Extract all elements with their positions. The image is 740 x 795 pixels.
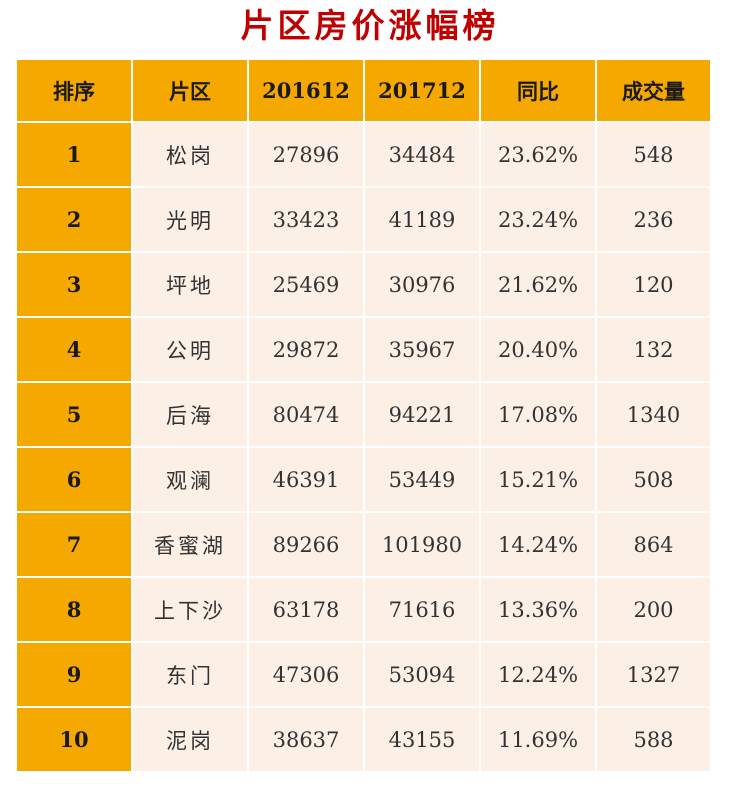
price-201612-cell: 63178 [249, 578, 363, 641]
volume-cell: 200 [597, 578, 710, 641]
price-201612-cell: 47306 [249, 643, 363, 706]
volume-cell: 120 [597, 253, 710, 316]
table-row: 4 公明 29872 35967 20.40% 132 [17, 318, 710, 381]
table-header-row: 排序 片区 201612 201712 同比 成交量 [17, 60, 710, 121]
yoy-cell: 17.08% [481, 383, 595, 446]
yoy-cell: 23.24% [481, 188, 595, 251]
table-row: 7 香蜜湖 89266 101980 14.24% 864 [17, 513, 710, 576]
area-cell: 公明 [133, 318, 247, 381]
area-cell: 松岗 [133, 123, 247, 186]
volume-cell: 508 [597, 448, 710, 511]
table-row: 8 上下沙 63178 71616 13.36% 200 [17, 578, 710, 641]
area-cell: 后海 [133, 383, 247, 446]
table-row: 6 观澜 46391 53449 15.21% 508 [17, 448, 710, 511]
rank-cell: 6 [17, 448, 131, 511]
header-yoy: 同比 [481, 60, 595, 121]
volume-cell: 1340 [597, 383, 710, 446]
area-cell: 泥岗 [133, 708, 247, 771]
price-201712-cell: 53094 [365, 643, 479, 706]
table-row: 9 东门 47306 53094 12.24% 1327 [17, 643, 710, 706]
price-201712-cell: 53449 [365, 448, 479, 511]
rank-cell: 4 [17, 318, 131, 381]
rank-cell: 7 [17, 513, 131, 576]
price-201712-cell: 34484 [365, 123, 479, 186]
header-rank: 排序 [17, 60, 131, 121]
area-cell: 观澜 [133, 448, 247, 511]
table-row: 10 泥岗 38637 43155 11.69% 588 [17, 708, 710, 771]
price-201712-cell: 71616 [365, 578, 479, 641]
rank-cell: 10 [17, 708, 131, 771]
table-row: 1 松岗 27896 34484 23.62% 548 [17, 123, 710, 186]
yoy-cell: 15.21% [481, 448, 595, 511]
price-201612-cell: 25469 [249, 253, 363, 316]
header-price-201612: 201612 [249, 60, 363, 121]
yoy-cell: 20.40% [481, 318, 595, 381]
volume-cell: 132 [597, 318, 710, 381]
volume-cell: 588 [597, 708, 710, 771]
yoy-cell: 23.62% [481, 123, 595, 186]
price-201612-cell: 46391 [249, 448, 363, 511]
yoy-cell: 11.69% [481, 708, 595, 771]
rank-cell: 8 [17, 578, 131, 641]
rank-cell: 3 [17, 253, 131, 316]
volume-cell: 1327 [597, 643, 710, 706]
price-201712-cell: 43155 [365, 708, 479, 771]
rank-cell: 5 [17, 383, 131, 446]
yoy-cell: 21.62% [481, 253, 595, 316]
area-cell: 香蜜湖 [133, 513, 247, 576]
header-area: 片区 [133, 60, 247, 121]
price-rank-table: 排序 片区 201612 201712 同比 成交量 1 松岗 27896 34… [15, 58, 712, 773]
price-201612-cell: 27896 [249, 123, 363, 186]
price-201612-cell: 89266 [249, 513, 363, 576]
table-row: 5 后海 80474 94221 17.08% 1340 [17, 383, 710, 446]
area-cell: 东门 [133, 643, 247, 706]
price-201712-cell: 101980 [365, 513, 479, 576]
area-cell: 坪地 [133, 253, 247, 316]
table-row: 2 光明 33423 41189 23.24% 236 [17, 188, 710, 251]
page-title: 片区房价涨幅榜 [240, 6, 500, 45]
yoy-cell: 14.24% [481, 513, 595, 576]
price-201712-cell: 94221 [365, 383, 479, 446]
price-201612-cell: 33423 [249, 188, 363, 251]
price-201612-cell: 38637 [249, 708, 363, 771]
price-201712-cell: 35967 [365, 318, 479, 381]
area-cell: 上下沙 [133, 578, 247, 641]
volume-cell: 548 [597, 123, 710, 186]
header-volume: 成交量 [597, 60, 710, 121]
yoy-cell: 13.36% [481, 578, 595, 641]
rank-cell: 1 [17, 123, 131, 186]
area-cell: 光明 [133, 188, 247, 251]
price-201612-cell: 80474 [249, 383, 363, 446]
header-price-201712: 201712 [365, 60, 479, 121]
price-201612-cell: 29872 [249, 318, 363, 381]
price-201712-cell: 30976 [365, 253, 479, 316]
volume-cell: 236 [597, 188, 710, 251]
rank-cell: 2 [17, 188, 131, 251]
rank-cell: 9 [17, 643, 131, 706]
volume-cell: 864 [597, 513, 710, 576]
table-row: 3 坪地 25469 30976 21.62% 120 [17, 253, 710, 316]
yoy-cell: 12.24% [481, 643, 595, 706]
price-201712-cell: 41189 [365, 188, 479, 251]
